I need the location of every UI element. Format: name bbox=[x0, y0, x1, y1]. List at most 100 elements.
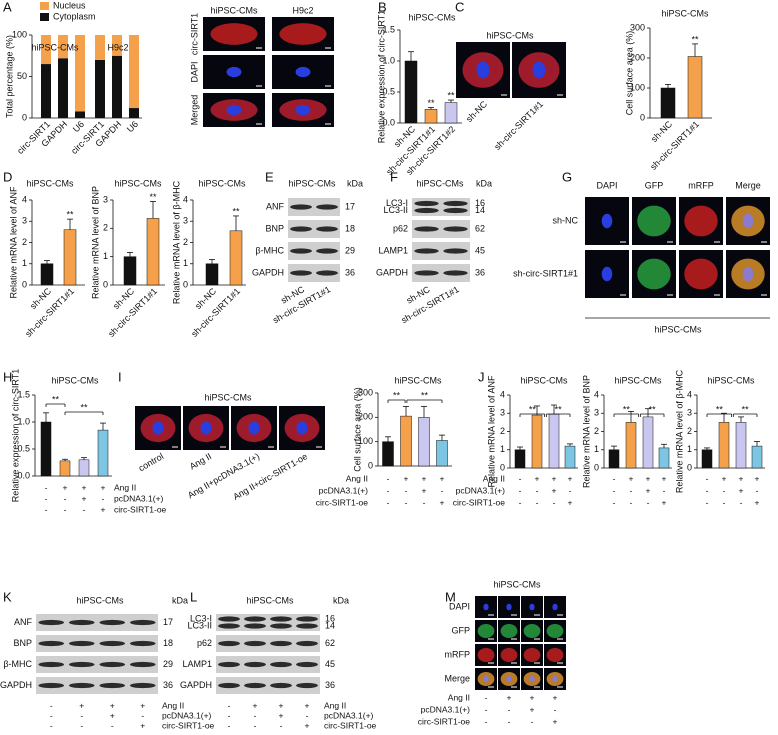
image-label: Ang II bbox=[188, 451, 213, 471]
significance-label: ** bbox=[649, 404, 657, 414]
chart-title: hiPSC-CMs bbox=[26, 178, 74, 188]
condition-label: pcDNA3.1(+) bbox=[456, 485, 506, 495]
chart-title: hiPSC-CMs bbox=[198, 178, 246, 188]
band bbox=[38, 682, 65, 689]
band-label: LAMP1 bbox=[182, 659, 212, 669]
row-label: Merge bbox=[444, 673, 470, 683]
y-tick-label: 4 bbox=[687, 389, 692, 399]
y-tick-label: 1.5 bbox=[382, 24, 395, 34]
x-tick-label: sh-circ-SIRT1#1 bbox=[648, 119, 701, 172]
band bbox=[218, 616, 240, 622]
condition-sign: + bbox=[63, 482, 68, 492]
kda-label: 16 bbox=[475, 198, 485, 208]
band bbox=[244, 640, 266, 647]
condition-sign: - bbox=[141, 710, 144, 720]
blot-strip bbox=[412, 220, 470, 238]
condition-sign: - bbox=[519, 497, 522, 507]
condition-sign: - bbox=[485, 704, 488, 714]
significance-label: ** bbox=[66, 210, 74, 220]
condition-sign: - bbox=[50, 720, 53, 730]
bar-segment bbox=[129, 35, 139, 109]
bar bbox=[424, 109, 438, 124]
nucleus bbox=[601, 213, 613, 229]
band-label: β-MHC bbox=[255, 245, 284, 255]
y-tick-label: 0 bbox=[500, 462, 505, 472]
cell-body bbox=[637, 205, 671, 237]
y-tick-label: 300 bbox=[358, 387, 373, 397]
significance-label: ** bbox=[555, 404, 563, 414]
bar bbox=[78, 459, 90, 477]
group-label: H9c2 bbox=[107, 42, 128, 52]
y-axis-label: Cell surface area (%) bbox=[352, 387, 362, 472]
y-axis-label: Relative mRNA level of BNP bbox=[90, 186, 100, 299]
panel-letter: E bbox=[265, 169, 274, 184]
band bbox=[296, 616, 318, 622]
row-label: circ-SIRT1 bbox=[189, 13, 199, 55]
condition-label: circ-SIRT1-oe bbox=[453, 497, 506, 507]
bar bbox=[735, 422, 747, 469]
cell-body bbox=[210, 23, 258, 45]
bar bbox=[548, 413, 560, 469]
condition-sign: - bbox=[405, 497, 408, 507]
panel-letter: H bbox=[3, 369, 12, 384]
condition-sign: + bbox=[140, 720, 145, 730]
band bbox=[38, 619, 65, 626]
condition-sign: - bbox=[613, 497, 616, 507]
condition-label: pcDNA3.1(+) bbox=[114, 493, 164, 503]
cell-body bbox=[684, 258, 718, 290]
condition-sign: - bbox=[630, 497, 633, 507]
band-label: LC3-II bbox=[383, 205, 408, 215]
blot-strip bbox=[36, 614, 158, 631]
condition-sign: + bbox=[305, 700, 310, 710]
band-label: GAPDH bbox=[252, 267, 284, 277]
row-label: mRFP bbox=[445, 649, 471, 659]
chart-title: hiPSC-CMs bbox=[520, 375, 568, 385]
blot-strip bbox=[288, 264, 340, 282]
band bbox=[296, 661, 318, 668]
condition-label: pcDNA3.1(+) bbox=[162, 710, 212, 720]
band bbox=[270, 640, 292, 647]
significance-label: ** bbox=[52, 394, 60, 404]
band bbox=[296, 682, 318, 689]
condition-sign: + bbox=[662, 473, 667, 483]
band bbox=[316, 204, 338, 210]
y-tick-label: 2 bbox=[687, 426, 692, 436]
band bbox=[68, 682, 95, 689]
y-tick-label: 3 bbox=[594, 408, 599, 418]
bar bbox=[718, 422, 730, 469]
panel-letter: F bbox=[390, 169, 398, 184]
bar-segment bbox=[112, 55, 122, 118]
chart-title: hiPSC-CMs bbox=[394, 375, 442, 385]
condition-label: Ang II bbox=[114, 482, 136, 492]
kda-label: 29 bbox=[163, 659, 173, 669]
band-label: BNP bbox=[265, 223, 284, 233]
condition-sign: + bbox=[553, 716, 558, 726]
nucleus bbox=[226, 104, 242, 116]
significance-label: ** bbox=[393, 390, 401, 400]
bar bbox=[564, 445, 576, 469]
band bbox=[68, 661, 95, 668]
band bbox=[68, 640, 95, 647]
condition-sign: + bbox=[440, 473, 445, 483]
unit-label: kDa bbox=[172, 595, 188, 605]
condition-label: circ-SIRT1-oe bbox=[162, 720, 215, 730]
band bbox=[38, 661, 65, 668]
y-tick-label: 1 bbox=[183, 258, 188, 268]
condition-sign: + bbox=[279, 700, 284, 710]
kda-label: 14 bbox=[325, 620, 335, 630]
condition-sign: + bbox=[140, 700, 145, 710]
condition-sign: - bbox=[254, 710, 257, 720]
significance-label: ** bbox=[421, 390, 429, 400]
band bbox=[129, 640, 156, 647]
condition-sign: + bbox=[568, 473, 573, 483]
condition-sign: + bbox=[739, 485, 744, 495]
panel-letter: D bbox=[3, 169, 12, 184]
panel-letter: A bbox=[3, 0, 12, 14]
y-tick-label: 200 bbox=[358, 412, 373, 422]
band bbox=[414, 226, 439, 232]
band-label: ANF bbox=[14, 617, 33, 627]
band-label: LAMP1 bbox=[378, 245, 408, 255]
legend-label: Cytoplasm bbox=[53, 11, 96, 21]
y-tick-label: 1 bbox=[103, 251, 108, 261]
